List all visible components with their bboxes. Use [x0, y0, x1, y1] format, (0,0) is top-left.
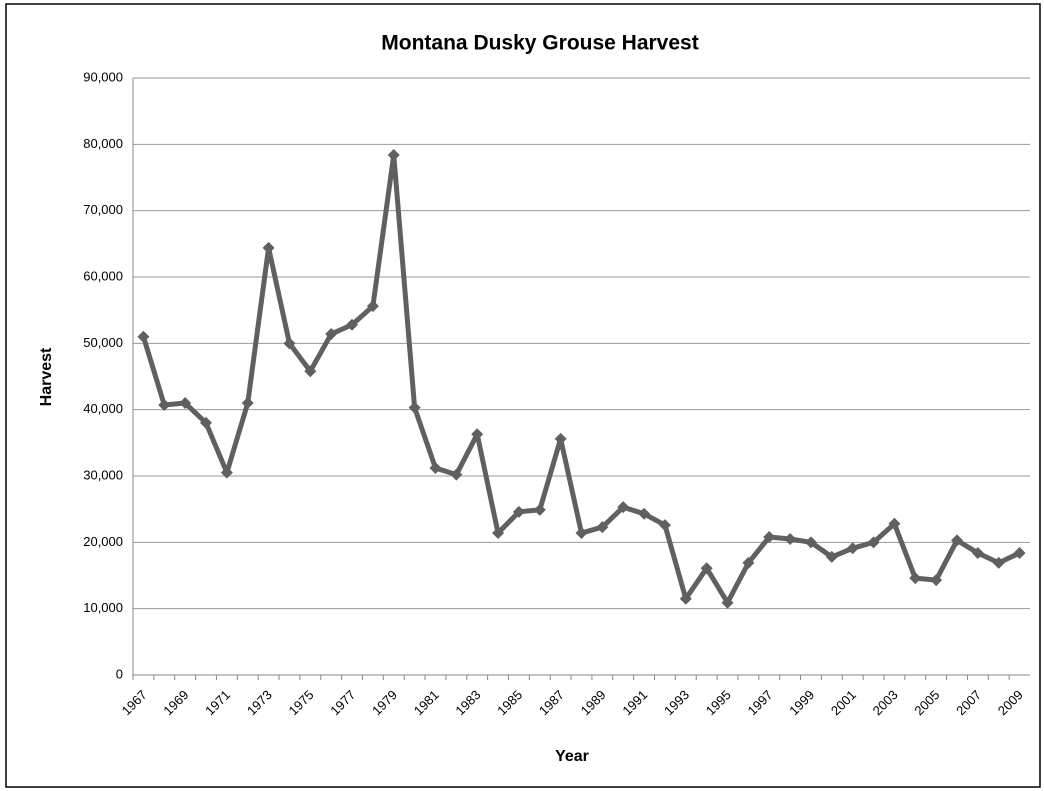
marker — [596, 521, 609, 534]
marker — [950, 534, 963, 547]
marker — [763, 531, 776, 544]
chart-title: Montana Dusky Grouse Harvest — [381, 32, 698, 55]
marker — [283, 337, 296, 350]
marker — [325, 328, 338, 341]
marker — [429, 462, 442, 475]
marker — [721, 596, 734, 609]
marker — [930, 574, 943, 587]
marker — [825, 550, 838, 563]
y-tick-label: 90,000 — [83, 69, 123, 84]
marker — [179, 397, 192, 410]
y-tick-label: 30,000 — [83, 467, 123, 482]
marker — [617, 501, 630, 514]
marker — [492, 527, 505, 540]
y-tick-label: 10,000 — [83, 600, 123, 615]
marker — [387, 148, 400, 161]
y-tick-label: 70,000 — [83, 202, 123, 217]
marker — [742, 556, 755, 569]
marker — [888, 517, 901, 530]
marker — [700, 562, 713, 575]
y-tick-label: 80,000 — [83, 136, 123, 151]
marker — [867, 536, 880, 549]
y-tick-label: 20,000 — [83, 534, 123, 549]
marker — [304, 365, 317, 378]
marker — [846, 542, 859, 555]
marker — [575, 527, 588, 540]
marker — [346, 318, 359, 331]
marker — [971, 546, 984, 559]
y-tick-label: 40,000 — [83, 401, 123, 416]
marker — [450, 468, 463, 481]
marker — [638, 507, 651, 520]
marker — [554, 432, 567, 445]
marker — [200, 416, 213, 429]
marker — [220, 466, 233, 479]
marker — [804, 536, 817, 549]
y-tick-label: 0 — [116, 666, 123, 681]
marker — [1013, 546, 1026, 559]
x-axis-title: Year — [555, 748, 589, 765]
marker — [137, 330, 150, 343]
marker — [909, 572, 922, 585]
chart-border — [5, 3, 1041, 788]
marker — [512, 505, 525, 518]
marker — [158, 399, 171, 412]
marker — [992, 556, 1005, 569]
marker — [533, 503, 546, 516]
marker — [784, 533, 797, 546]
y-tick-label: 50,000 — [83, 335, 123, 350]
y-tick-label: 60,000 — [83, 268, 123, 283]
marker — [366, 300, 379, 313]
y-axis-title: Harvest — [38, 347, 55, 406]
marker — [408, 401, 421, 414]
marker — [658, 519, 671, 532]
marker — [471, 428, 484, 441]
marker — [679, 592, 692, 605]
marker — [262, 241, 275, 254]
marker — [241, 397, 254, 410]
